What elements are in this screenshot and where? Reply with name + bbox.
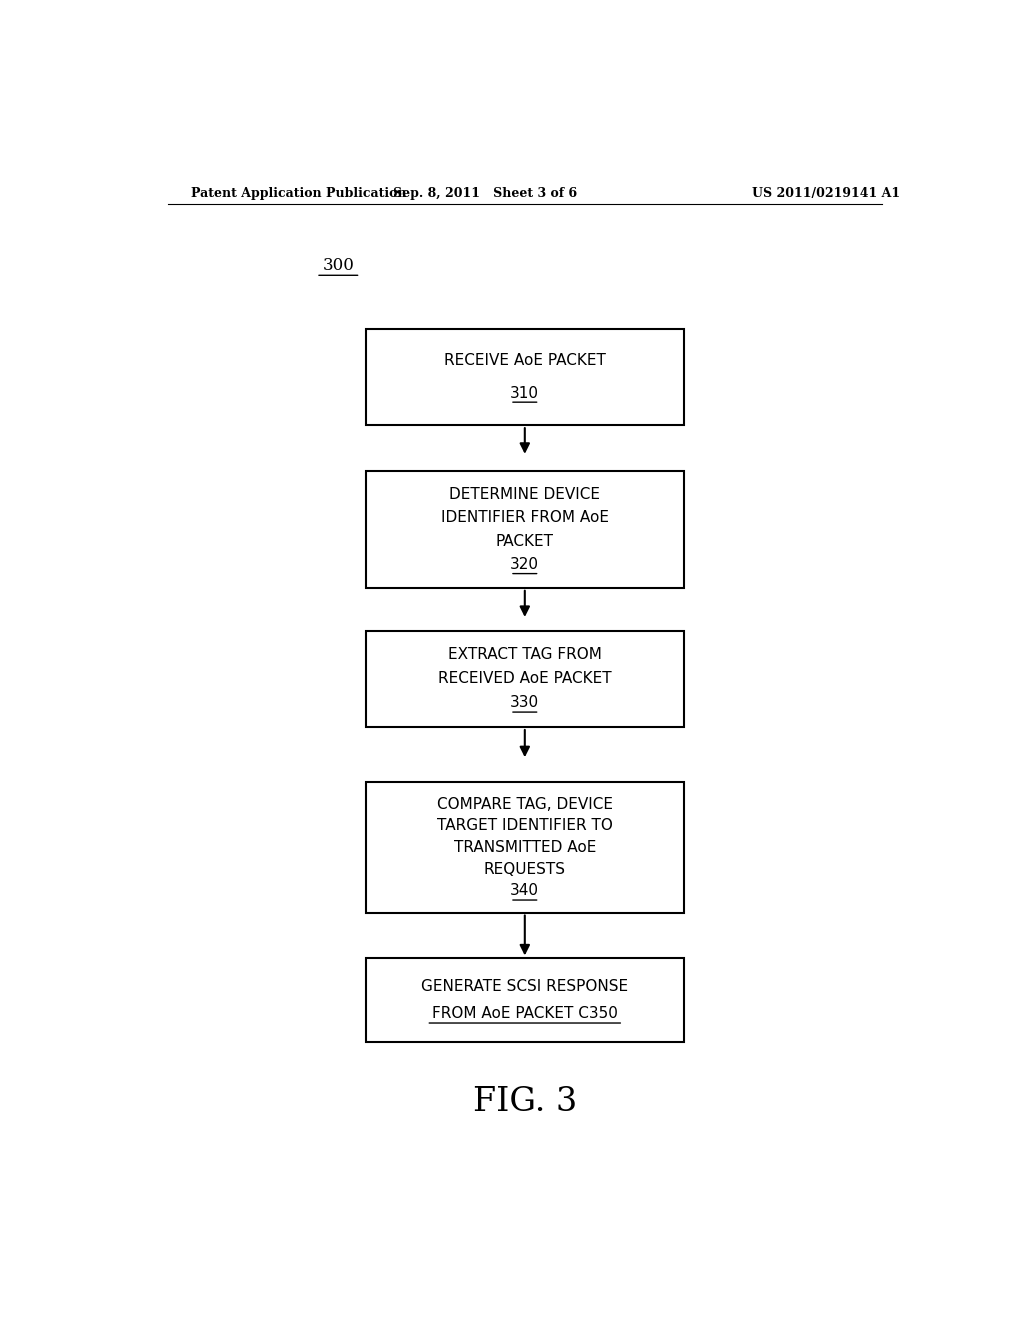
FancyBboxPatch shape [367,471,684,587]
FancyBboxPatch shape [367,631,684,727]
Text: RECEIVE AoE PACKET: RECEIVE AoE PACKET [443,354,606,368]
Text: 340: 340 [510,883,540,899]
Text: 300: 300 [323,256,354,273]
FancyBboxPatch shape [367,958,684,1041]
Text: Sep. 8, 2011   Sheet 3 of 6: Sep. 8, 2011 Sheet 3 of 6 [393,187,578,201]
Text: 320: 320 [510,557,540,572]
Text: TRANSMITTED AoE: TRANSMITTED AoE [454,840,596,855]
Text: FIG. 3: FIG. 3 [473,1085,577,1118]
Text: PACKET: PACKET [496,533,554,549]
Text: GENERATE SCSI RESPONSE: GENERATE SCSI RESPONSE [421,978,629,994]
Text: TARGET IDENTIFIER TO: TARGET IDENTIFIER TO [437,818,612,833]
Text: IDENTIFIER FROM AoE: IDENTIFIER FROM AoE [440,511,609,525]
Text: COMPARE TAG, DEVICE: COMPARE TAG, DEVICE [437,797,612,812]
Text: EXTRACT TAG FROM: EXTRACT TAG FROM [447,647,602,663]
FancyBboxPatch shape [367,783,684,912]
Text: 310: 310 [510,385,540,400]
Text: Patent Application Publication: Patent Application Publication [191,187,407,201]
Text: FROM AoE PACKET C350: FROM AoE PACKET C350 [432,1006,617,1022]
Text: US 2011/0219141 A1: US 2011/0219141 A1 [753,187,900,201]
Text: DETERMINE DEVICE: DETERMINE DEVICE [450,487,600,502]
Text: REQUESTS: REQUESTS [483,862,566,876]
FancyBboxPatch shape [367,329,684,425]
Text: 330: 330 [510,696,540,710]
Text: RECEIVED AoE PACKET: RECEIVED AoE PACKET [438,672,611,686]
